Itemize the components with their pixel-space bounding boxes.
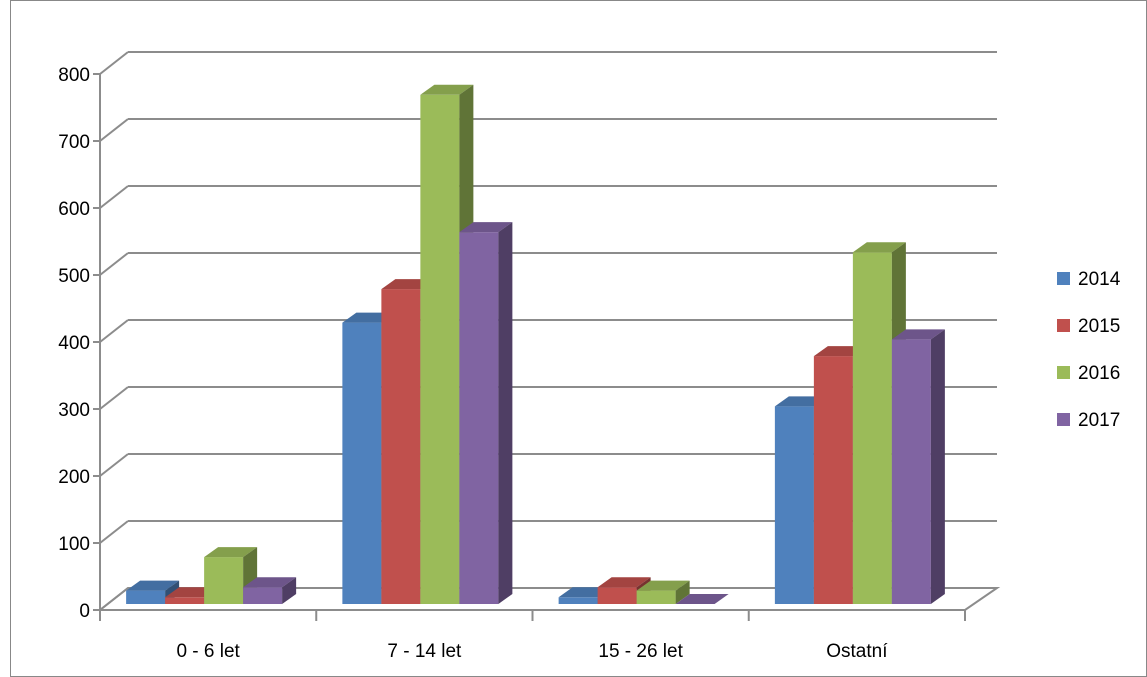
x-tick-label: 0 - 6 let (176, 641, 240, 662)
legend-swatch (1057, 272, 1070, 285)
x-axis-tick-labels: 0 - 6 let 7 - 14 let 15 - 26 let Ostatní (176, 641, 888, 662)
side-wall-gridline (99, 386, 129, 410)
bar-side (498, 222, 513, 604)
bar-top (243, 577, 297, 588)
axes (93, 73, 966, 621)
bar-top (459, 222, 513, 233)
bar (813, 356, 853, 604)
legend-swatch (1057, 413, 1070, 426)
bar-top (636, 580, 690, 591)
bar-top (675, 594, 729, 604)
legend-swatch (1057, 366, 1070, 379)
side-wall-gridline (99, 319, 129, 343)
bar (381, 289, 421, 604)
side-wall-gridline (99, 520, 129, 544)
chart-frame (10, 0, 1147, 677)
bar-top (204, 547, 258, 558)
y-tick-label: 800 (58, 65, 90, 86)
y-tick-label: 700 (58, 132, 90, 153)
bar-top (891, 329, 945, 340)
bars (126, 84, 945, 605)
bar (126, 590, 166, 604)
bar (597, 587, 637, 604)
bar-side (675, 580, 690, 604)
side-wall-gridline (99, 587, 129, 611)
bar (636, 590, 676, 604)
bar (774, 406, 814, 604)
y-tick-label: 600 (58, 199, 90, 220)
bar (204, 557, 244, 604)
side-wall-gridline (99, 51, 129, 75)
bar (558, 597, 598, 604)
side-wall-gridline (99, 185, 129, 209)
bar-side (282, 577, 297, 604)
bar (891, 339, 931, 604)
x-tick-label: 15 - 26 let (598, 641, 683, 662)
y-tick-label: 400 (58, 333, 90, 354)
bar-top (852, 242, 906, 253)
y-tick-label: 200 (58, 467, 90, 488)
bar-side (930, 329, 945, 604)
bar-top (420, 84, 474, 95)
legend-label: 2016 (1078, 363, 1120, 384)
y-axis-tick-labels: 0 100 200 300 400 500 600 700 800 (58, 65, 90, 622)
legend: 2014 2015 2016 2017 (1057, 269, 1121, 431)
bar-top (597, 577, 651, 588)
x-tick-label: Ostatní (826, 641, 888, 662)
side-wall-gridline (99, 453, 129, 477)
side-wall-gridline (99, 252, 129, 276)
bar (420, 94, 460, 605)
y-tick-label: 100 (58, 534, 90, 555)
bar (459, 232, 499, 604)
legend-label: 2014 (1078, 269, 1121, 290)
bar (243, 587, 283, 604)
y-tick-label: 500 (58, 266, 90, 287)
bar (165, 597, 205, 604)
y-tick-label: 300 (58, 400, 90, 421)
x-tick-label: 7 - 14 let (387, 641, 462, 662)
y-tick-label: 0 (79, 601, 90, 622)
bar (852, 252, 892, 604)
legend-swatch (1057, 319, 1070, 332)
legend-label: 2017 (1078, 410, 1120, 431)
bar (342, 322, 382, 604)
side-wall-gridline (99, 118, 129, 142)
bar-top (126, 580, 180, 591)
legend-label: 2015 (1078, 316, 1120, 337)
